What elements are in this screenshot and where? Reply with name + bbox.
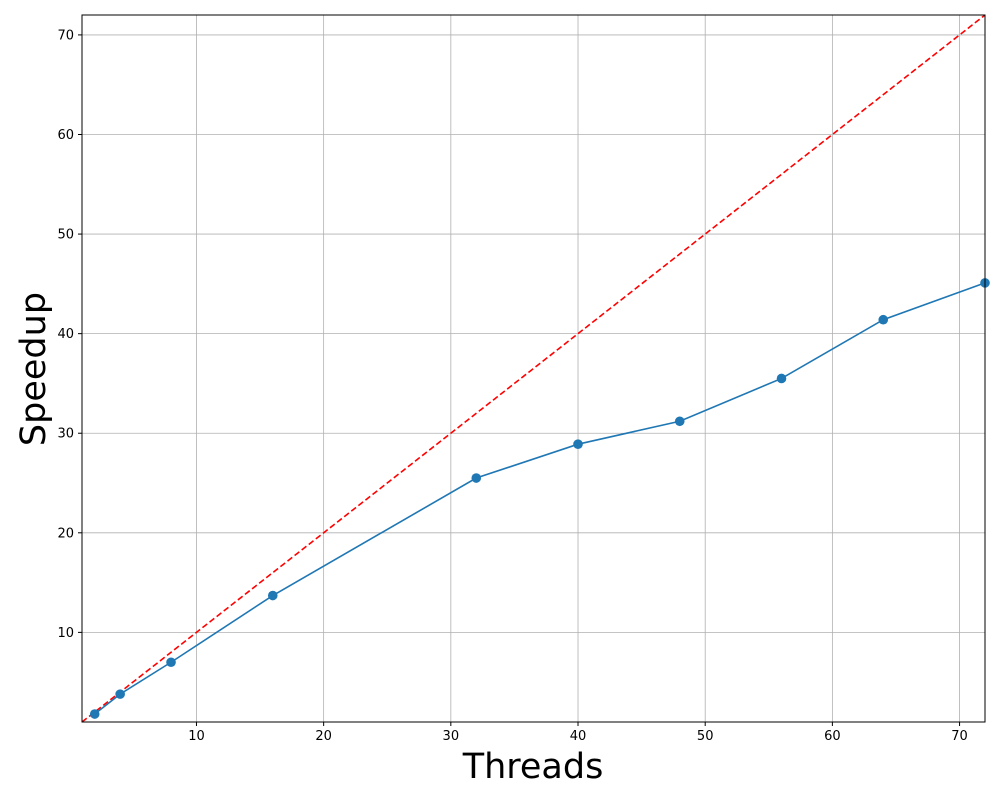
data-point bbox=[573, 439, 583, 449]
x-tick-label: 50 bbox=[697, 729, 714, 744]
series-layer bbox=[81, 14, 990, 723]
grid bbox=[82, 15, 985, 722]
x-tick-label: 70 bbox=[951, 729, 968, 744]
data-point bbox=[89, 709, 100, 719]
data-point bbox=[115, 689, 125, 699]
data-point bbox=[776, 373, 787, 384]
data-point bbox=[267, 590, 278, 601]
data-point bbox=[471, 473, 482, 483]
x-tick-label: 30 bbox=[443, 729, 460, 744]
data-point bbox=[674, 416, 685, 427]
x-tick-label: 40 bbox=[570, 729, 587, 744]
data-point bbox=[166, 657, 176, 668]
y-tick-label: 70 bbox=[57, 28, 74, 43]
x-tick-label: 20 bbox=[315, 729, 332, 744]
measured-speedup-line bbox=[94, 282, 986, 715]
ticks: 10 20 30 40 50 60 70 10 20 30 40 50 60 70 bbox=[57, 28, 967, 744]
x-axis-label: Threads bbox=[462, 747, 604, 787]
x-tick-label: 10 bbox=[188, 729, 205, 744]
y-tick-label: 50 bbox=[57, 228, 74, 243]
y-axis-label: Speedup bbox=[14, 292, 54, 446]
y-tick-label: 60 bbox=[57, 128, 74, 143]
y-tick-label: 30 bbox=[57, 427, 74, 442]
y-tick-label: 20 bbox=[57, 526, 74, 541]
data-point bbox=[878, 314, 889, 325]
ideal-speedup-line bbox=[81, 14, 986, 723]
x-tick-label: 60 bbox=[824, 729, 841, 744]
y-tick-label: 40 bbox=[57, 327, 74, 342]
plot-frame bbox=[81, 14, 986, 723]
y-tick-label: 10 bbox=[57, 626, 74, 641]
